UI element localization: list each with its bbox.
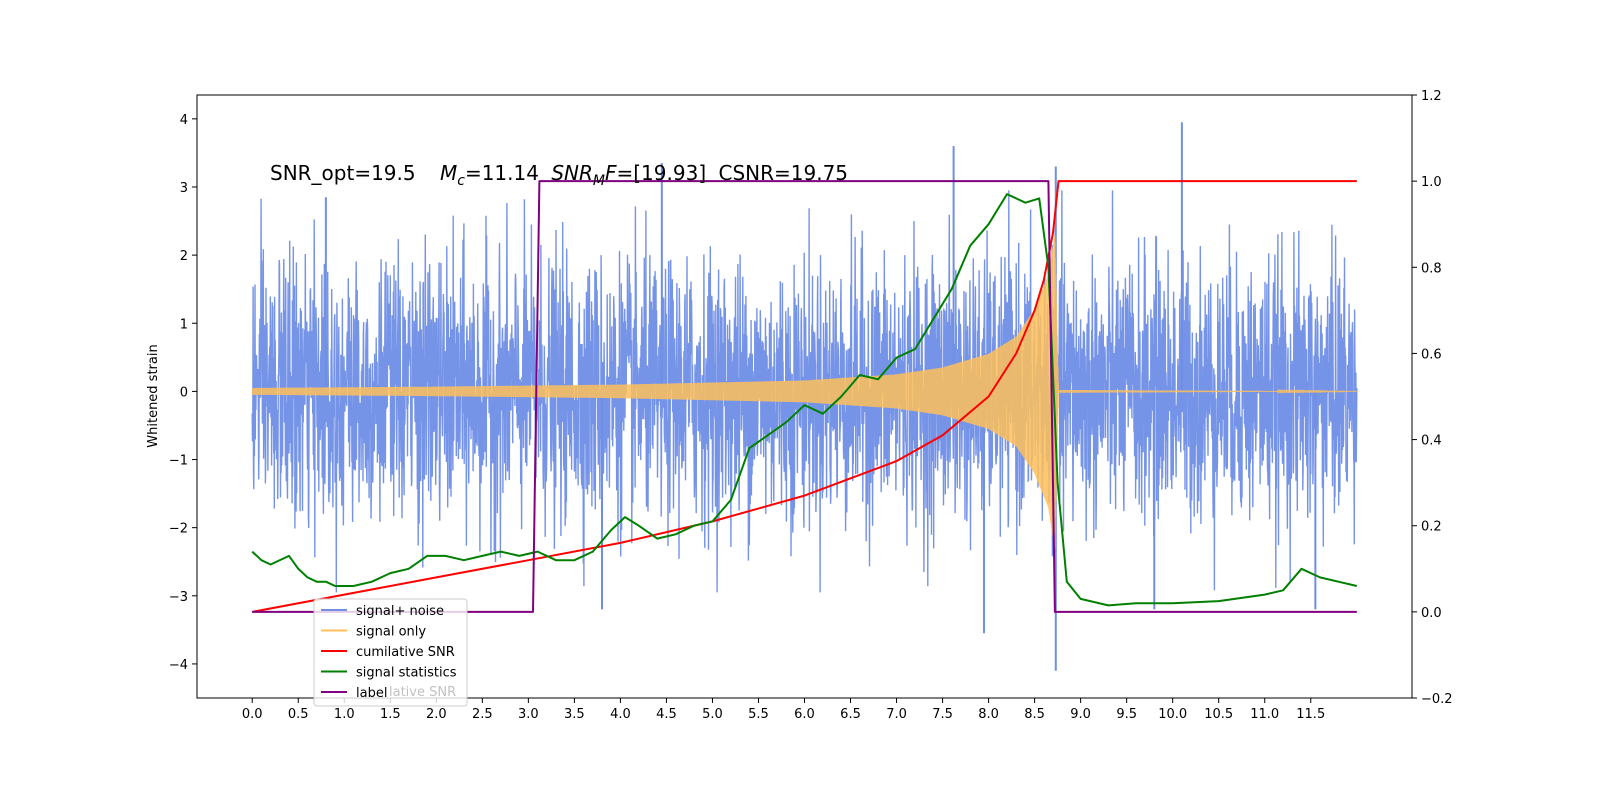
x-tick-label: 8.5 [1024,707,1045,722]
annotation-mc-symbol: M [440,161,457,185]
x-tick-label: 11.5 [1296,707,1325,722]
annotation-mc-value: =11.14 [465,161,539,185]
legend-ghost-text: lative SNR [389,685,456,700]
x-tick-label: 7.5 [932,707,953,722]
legend-label: signal only [356,625,426,640]
y2-tick-label: 0.4 [1421,434,1442,449]
x-tick-label: 1.0 [334,707,355,722]
y-tick-label: 3 [180,181,188,196]
y-tick-label: −3 [169,590,188,605]
y-tick-label: 1 [180,317,188,332]
x-tick-label: 0.0 [242,707,263,722]
x-tick-label: 10.0 [1158,707,1187,722]
annotation-snrmf-symbol: SNR [551,161,593,185]
x-tick-label: 8.0 [978,707,999,722]
x-tick-label: 4.5 [656,707,677,722]
y2-tick-label: 1.0 [1421,175,1442,190]
y-tick-label: −1 [169,454,188,469]
legend-box [313,598,468,707]
y2-tick-label: −0.2 [1421,692,1453,707]
x-axis: 0.0 0.5 1.0 1.5 2.0 2.5 3.0 3.5 4.0 4.5 5.0 5.5 6.0 6… [242,698,1325,722]
annotation-snr-opt: SNR_opt=19.5 [270,161,416,185]
x-tick-label: 4.0 [610,707,631,722]
y-tick-label: 4 [180,113,188,128]
annotation-mc-sub: c [457,173,465,189]
x-tick-label: 9.0 [1070,707,1091,722]
series-line-label [252,180,1357,613]
y2-tick-label: 1.2 [1421,89,1442,104]
legend-label: signal statistics [356,666,457,681]
annotation-snrmf-sub: M [593,173,605,189]
annotation-csnr: CSNR=19.75 [718,161,848,185]
x-tick-label: 5.5 [748,707,769,722]
x-tick-label: 2.0 [426,707,447,722]
annotation-snrmf-value: =[19.93] [617,161,707,185]
chart-annotation: SNR_opt=19.5 Mc=11.14 SNRMF=[19.93] CSNR… [270,161,848,189]
x-tick-label: 6.5 [840,707,861,722]
legend-label: label [356,686,387,701]
annotation-snrmf-f: F [605,161,617,185]
y-tick-label: −4 [169,658,188,673]
y2-tick-label: 0.6 [1421,347,1442,362]
x-tick-label: 10.5 [1204,707,1233,722]
y-tick-label: −2 [169,522,188,537]
x-tick-label: 7.0 [886,707,907,722]
series-line-signal-only [251,235,1357,549]
x-tick-label: 1.5 [380,707,401,722]
x-tick-label: 2.5 [472,707,493,722]
legend-label: signal+ noise [356,604,444,619]
x-tick-label: 3.5 [564,707,585,722]
y2-tick-label: 0.2 [1421,520,1442,535]
legend-label: cumilative SNR [356,645,455,660]
x-tick-label: 0.5 [288,707,309,722]
series-layer [251,122,1358,671]
x-tick-label: 3.0 [518,707,539,722]
y-axis-label: Whitened strain [146,344,161,447]
series-line-cumulative-snr [252,180,1357,613]
series-line-signal-statistics [251,193,1358,607]
y2-tick-label: 0.0 [1421,606,1442,621]
legend: lative SNR signal+ noise signal only cumila… [313,598,468,707]
y-tick-label: 2 [180,249,188,264]
y-axis-left: −4 −3 −2 −1 0 1 2 3 4 [169,113,197,673]
x-tick-label: 5.0 [702,707,723,722]
y2-tick-label: 0.8 [1421,261,1442,276]
x-tick-label: 11.0 [1250,707,1279,722]
y-tick-label: 0 [180,385,188,400]
x-tick-label: 6.0 [794,707,815,722]
x-tick-label: 9.5 [1116,707,1137,722]
y-axis-right: −0.2 0.0 0.2 0.4 0.6 0.8 1.0 1.2 [1412,89,1453,707]
